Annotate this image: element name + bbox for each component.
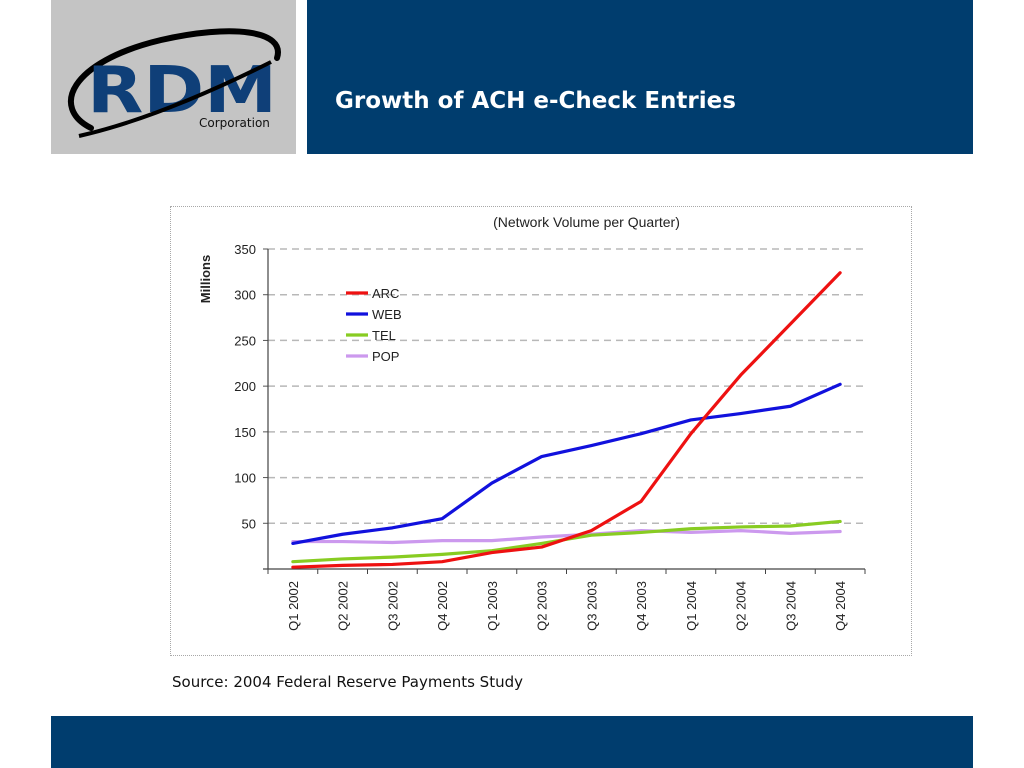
chart-title: (Network Volume per Quarter): [493, 214, 680, 230]
series-line-pop: [291, 529, 842, 545]
x-tick-label: Q3 2002: [385, 581, 400, 631]
legend-label-pop: POP: [372, 349, 399, 364]
x-tick-label: Q4 2004: [833, 581, 848, 631]
source-note: Source: 2004 Federal Reserve Payments St…: [172, 673, 523, 691]
legend-label-arc: ARC: [372, 286, 399, 301]
y-tick-label: 250: [234, 333, 256, 348]
y-tick-label: 100: [234, 471, 256, 486]
x-tick-label: Q2 2004: [734, 581, 749, 631]
x-tick-label: Q4 2003: [634, 581, 649, 631]
footer-bar: [51, 716, 973, 768]
y-axis-label: Millions: [198, 255, 213, 303]
x-tick-label: Q2 2003: [535, 581, 550, 631]
line-chart: (Network Volume per Quarter) 50 100 150 200 2…: [198, 214, 866, 631]
y-tick-label: 150: [234, 425, 256, 440]
logo-subtext: Corporation: [199, 116, 270, 130]
x-tick-label: Q4 2002: [435, 581, 450, 631]
legend-label-web: WEB: [372, 307, 402, 322]
y-tick-label: 300: [234, 288, 256, 303]
y-tick-label: 350: [234, 242, 256, 257]
x-tick-label: Q3 2003: [584, 581, 599, 631]
x-tick-label: Q3 2004: [783, 581, 798, 631]
series-line-web: [291, 382, 842, 545]
rdm-logo-icon: RDM Corporation: [68, 28, 281, 138]
slide-title: Growth of ACH e-Check Entries: [335, 88, 736, 114]
logo-text: RDM: [87, 54, 277, 128]
company-logo: RDM Corporation: [51, 0, 296, 154]
legend-label-tel: TEL: [372, 328, 396, 343]
x-tick-label: Q1 2003: [485, 581, 500, 631]
y-tick-label: 200: [234, 379, 256, 394]
series-line-arc: [291, 271, 842, 569]
x-tick-label: Q1 2002: [286, 581, 301, 631]
y-tick-label: 50: [242, 516, 256, 531]
x-tick-label: Q1 2004: [684, 581, 699, 631]
title-bar: Growth of ACH e-Check Entries: [307, 0, 973, 154]
x-tick-label: Q2 2002: [336, 581, 351, 631]
chart-frame: (Network Volume per Quarter) 50 100 150 200 2…: [170, 206, 912, 656]
